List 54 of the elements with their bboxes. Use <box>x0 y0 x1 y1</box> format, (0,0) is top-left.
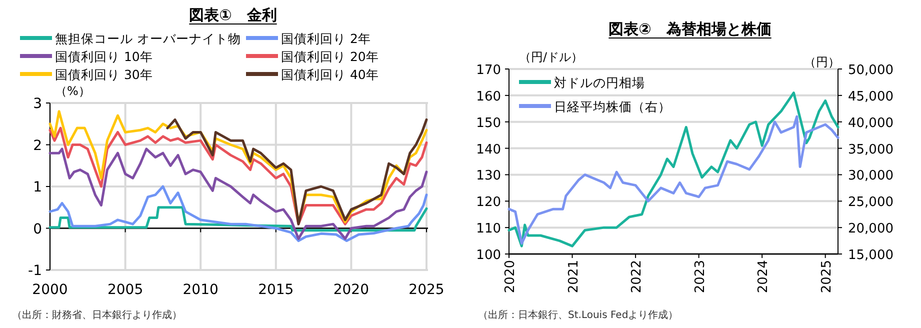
x-tick-label: 2023 <box>692 260 708 294</box>
x-tick-label: 2020 <box>333 282 370 298</box>
x-tick-label: 2025 <box>819 260 834 294</box>
line-series <box>508 115 840 245</box>
y-tick-label: 130 <box>476 168 501 184</box>
legend-label: 国債利回り 20年 <box>281 49 379 64</box>
line-series <box>48 185 428 242</box>
line-series <box>166 118 428 226</box>
y2-tick-label: 30,000 <box>848 168 894 184</box>
y-tick-label: 120 <box>476 195 501 210</box>
y-axis-title: （%） <box>55 84 90 98</box>
y-axis-title: （円/ドル） <box>519 50 584 64</box>
y2-axis-title: （円） <box>804 55 840 69</box>
y2-tick-label: 15,000 <box>848 248 894 263</box>
legend-label: 無担保コール オーバーナイト物 <box>55 31 241 46</box>
x-tick-label: 2010 <box>182 282 218 298</box>
y2-tick-label: 25,000 <box>848 195 894 210</box>
y-tick-label: 100 <box>476 248 501 263</box>
x-tick-label: 2015 <box>258 282 294 298</box>
legend-label: 日経平均株価（右） <box>554 99 671 114</box>
x-tick-label: 2000 <box>32 282 68 298</box>
y-tick-label: 2 <box>33 138 42 154</box>
x-tick-label: 2020 <box>503 260 518 294</box>
y-tick-label: 3 <box>33 96 42 112</box>
y2-tick-label: 20,000 <box>848 222 894 237</box>
y-tick-label: 150 <box>476 116 501 131</box>
y-tick-label: -1 <box>28 263 42 279</box>
legend-label: 国債利回り 40年 <box>281 67 379 82</box>
text: （出所：日本銀行、St.Louis Fedより作成） <box>478 309 678 321</box>
y-tick-label: 0 <box>33 221 42 238</box>
x-tick-label: 2025 <box>408 282 444 298</box>
text: （出所：財務省、日本銀行より作成） <box>12 309 182 321</box>
y-tick-label: 140 <box>476 142 501 158</box>
x-tick-label: 2021 <box>566 260 582 294</box>
y2-tick-label: 40,000 <box>848 116 894 131</box>
y-tick-label: 1 <box>33 180 42 196</box>
chart-title: 図表② 為替相場と株価 <box>608 20 772 38</box>
legend-label: 国債利回り 30年 <box>55 67 153 82</box>
x-tick-label: 2022 <box>630 260 645 294</box>
legend-label: 国債利回り 2年 <box>281 31 371 46</box>
line-series <box>48 126 428 226</box>
y-tick-label: 110 <box>476 222 501 237</box>
chart-title: 図表① 金利 <box>189 6 277 24</box>
legend-label: 対ドルの円相場 <box>554 75 645 90</box>
y-tick-label: 170 <box>476 63 501 78</box>
legend-label: 国債利回り 10年 <box>55 49 153 64</box>
y2-tick-label: 50,000 <box>848 63 894 78</box>
line-series <box>508 92 840 248</box>
y-tick-label: 160 <box>476 89 501 104</box>
line-series <box>48 148 428 240</box>
x-tick-label: 2024 <box>756 260 772 294</box>
y2-tick-label: 35,000 <box>848 142 894 158</box>
x-tick-label: 2005 <box>107 282 144 298</box>
y2-tick-label: 45,000 <box>848 89 894 104</box>
